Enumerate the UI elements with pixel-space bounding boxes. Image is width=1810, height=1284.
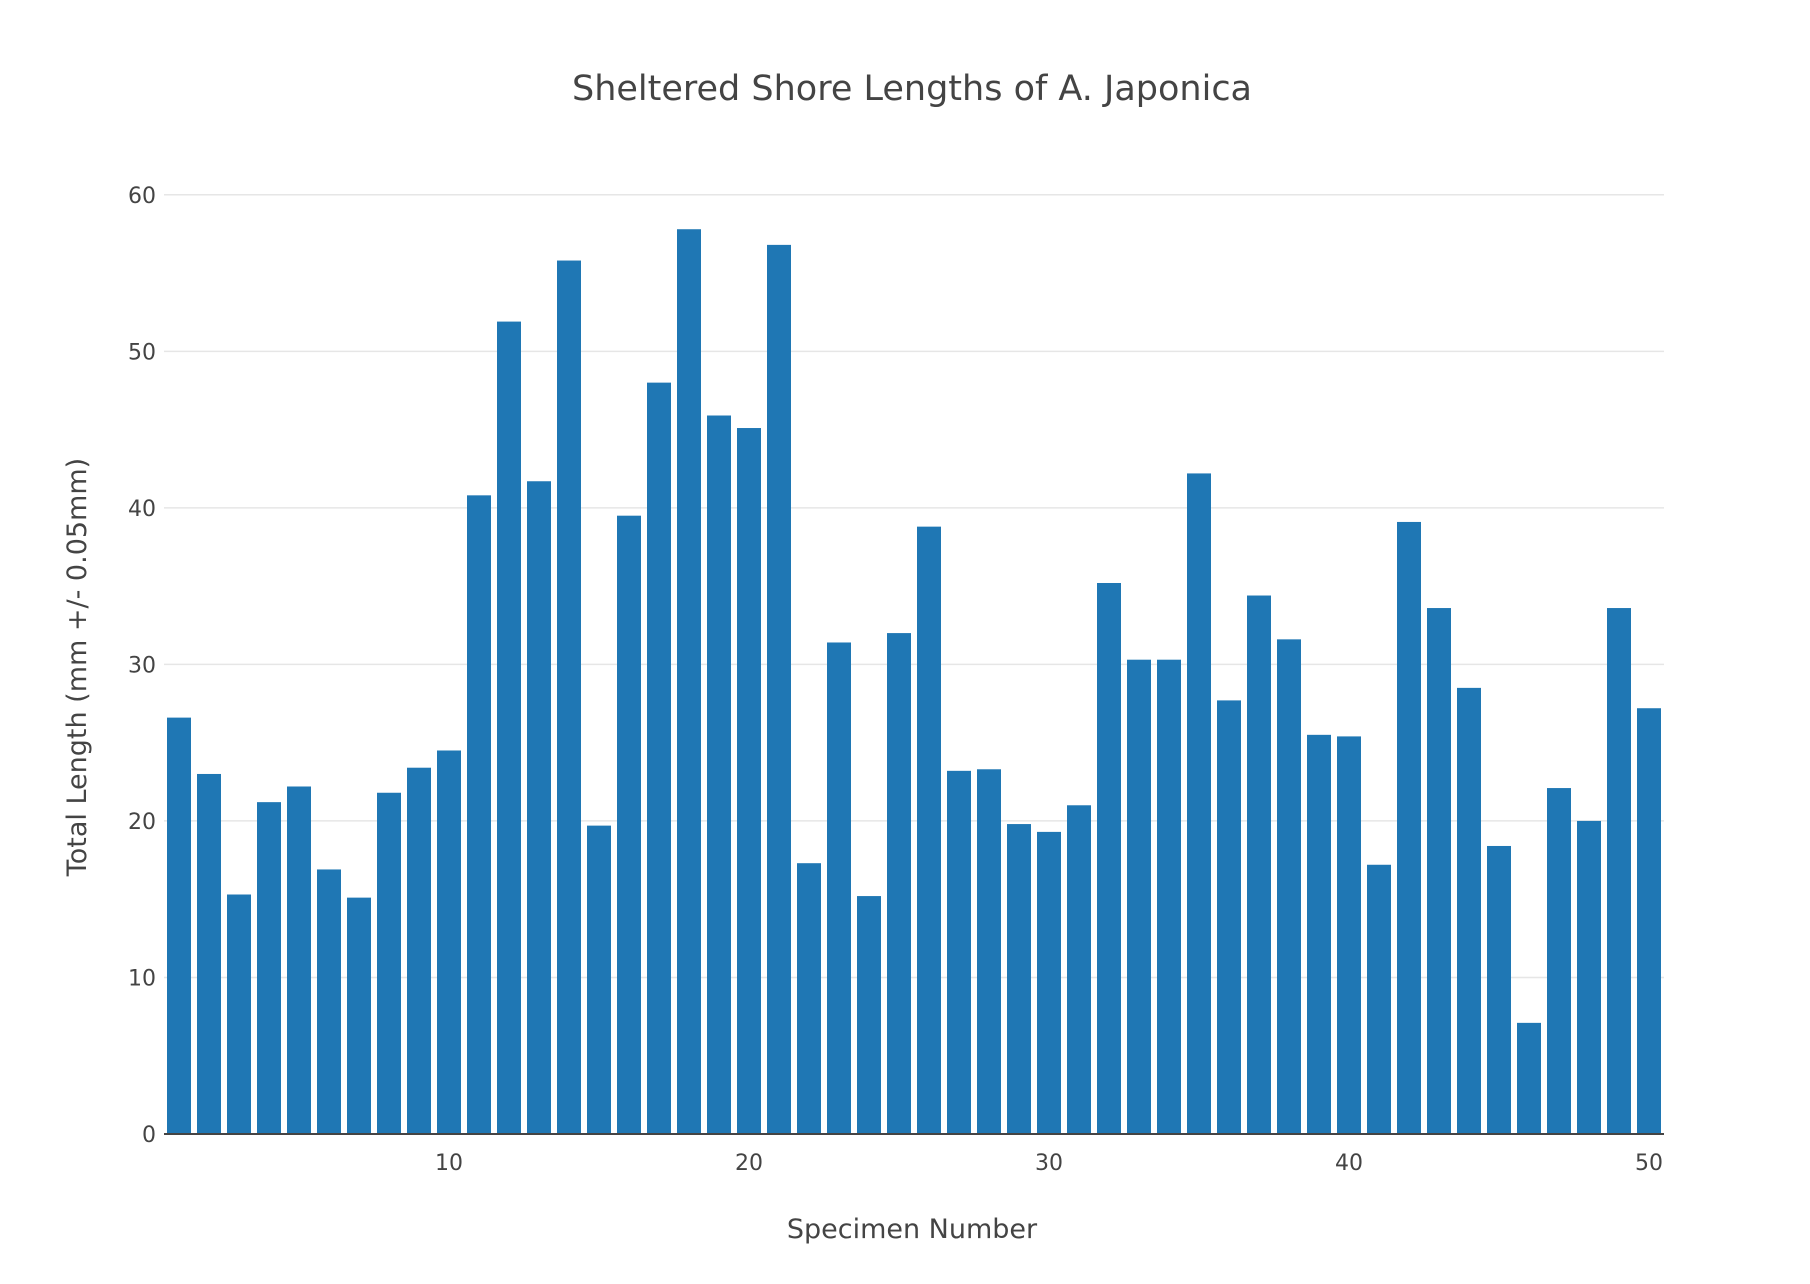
x-tick-label: 50 [1635, 1151, 1663, 1176]
y-tick-label: 50 [128, 340, 156, 365]
bar [1037, 831, 1061, 1134]
bar [1517, 1022, 1541, 1134]
bar [827, 642, 851, 1134]
bar [557, 260, 581, 1134]
bar [1277, 639, 1301, 1134]
bar [377, 792, 401, 1134]
bars [167, 229, 1661, 1135]
bar [1637, 708, 1661, 1134]
bar [467, 495, 491, 1134]
bar [1367, 864, 1391, 1134]
bar [1247, 595, 1271, 1134]
bar [887, 633, 911, 1134]
bar [1307, 734, 1331, 1134]
tick-labels: 0 10 20 30 40 50 60 10 20 30 40 50 [128, 184, 1663, 1176]
bar [227, 894, 251, 1134]
bar [1607, 608, 1631, 1134]
bar [1127, 659, 1151, 1134]
y-tick-label: 0 [142, 1123, 156, 1148]
y-axis-title: Total Length (mm +/- 0.05mm) [62, 458, 93, 877]
bar [1067, 805, 1091, 1134]
x-axis-title: Specimen Number [787, 1214, 1038, 1245]
y-tick-label: 40 [128, 497, 156, 522]
bar [257, 802, 281, 1134]
bar [527, 481, 551, 1134]
bar [317, 869, 341, 1134]
bar [407, 767, 431, 1134]
bar [647, 382, 671, 1135]
bar [947, 770, 971, 1134]
bar [857, 896, 881, 1134]
bar [287, 786, 311, 1134]
bar [1157, 659, 1181, 1134]
bar [1547, 788, 1571, 1134]
x-tick-label: 40 [1335, 1151, 1363, 1176]
bar [767, 244, 791, 1135]
y-tick-label: 10 [128, 966, 156, 991]
y-tick-label: 60 [128, 184, 156, 209]
bar [617, 515, 641, 1134]
y-tick-label: 30 [128, 653, 156, 678]
bar [437, 750, 461, 1134]
bar [1007, 824, 1031, 1134]
bar [1187, 473, 1211, 1134]
chart-title: Sheltered Shore Lengths of A. Japonica [572, 69, 1252, 109]
bar [1217, 700, 1241, 1134]
x-tick-label: 10 [435, 1151, 463, 1176]
bar [917, 526, 941, 1134]
x-tick-label: 20 [735, 1151, 763, 1176]
bar [707, 415, 731, 1135]
bar [1487, 845, 1511, 1134]
x-tick-label: 30 [1035, 1151, 1063, 1176]
bar [1427, 608, 1451, 1134]
bar [1577, 820, 1601, 1134]
bar [587, 825, 611, 1134]
bar [197, 773, 221, 1134]
bar [497, 321, 521, 1134]
bar [1337, 736, 1361, 1134]
bar [797, 863, 821, 1134]
bar [737, 428, 761, 1134]
bar [1397, 521, 1421, 1134]
bar [167, 717, 191, 1134]
bar [977, 769, 1001, 1134]
bar [347, 897, 371, 1134]
bar [1457, 687, 1481, 1134]
bar [677, 229, 701, 1134]
y-tick-label: 20 [128, 810, 156, 835]
bar [1097, 582, 1121, 1134]
